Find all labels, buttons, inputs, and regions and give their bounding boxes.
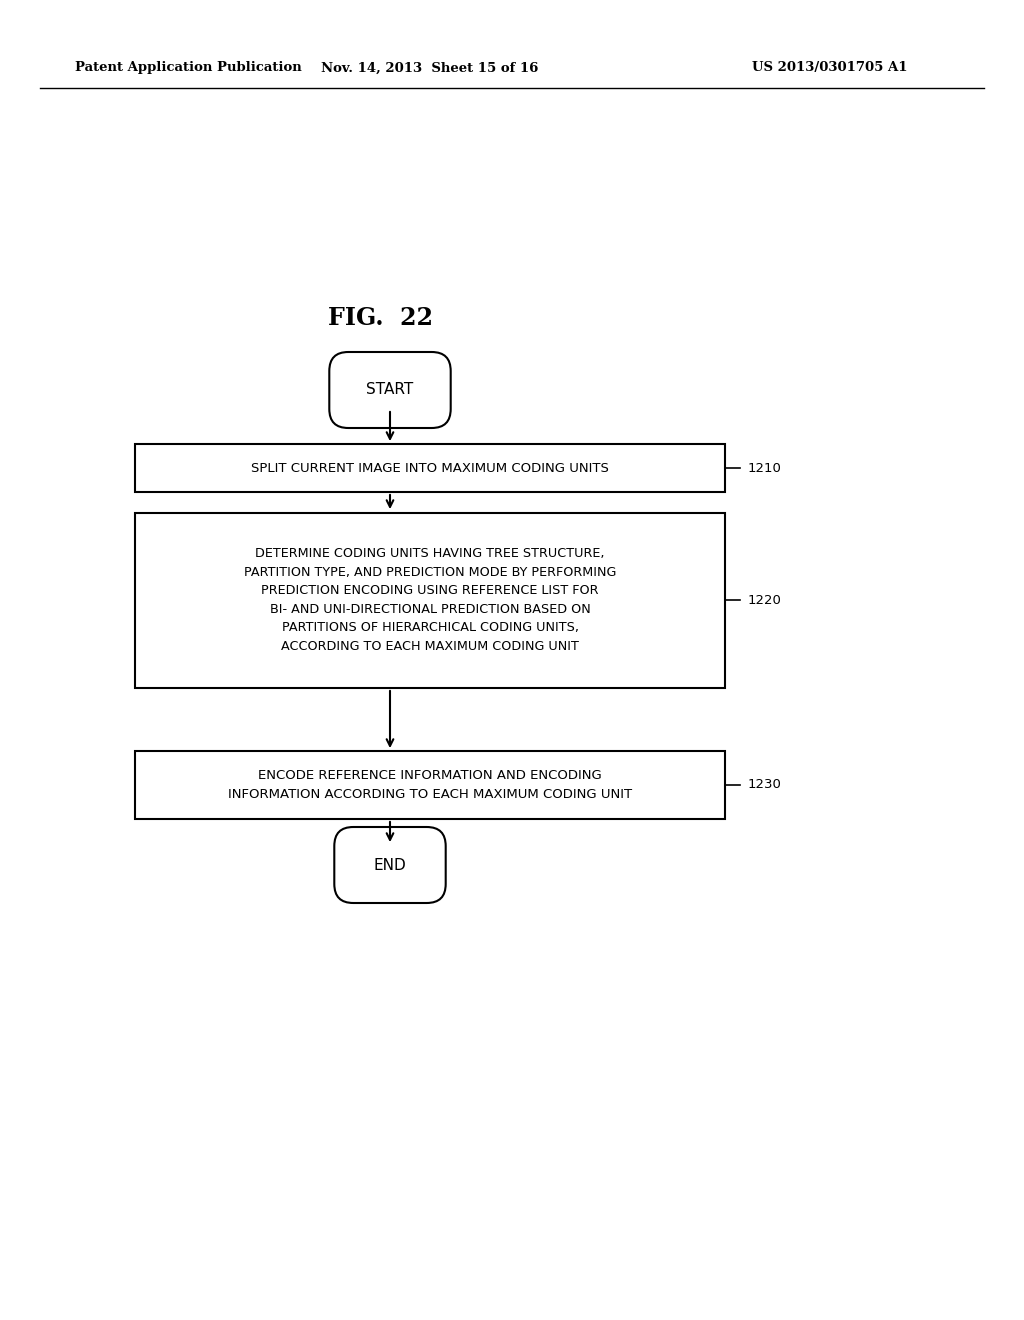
Text: ENCODE REFERENCE INFORMATION AND ENCODING
INFORMATION ACCORDING TO EACH MAXIMUM : ENCODE REFERENCE INFORMATION AND ENCODIN… [228, 770, 632, 801]
Text: END: END [374, 858, 407, 873]
Bar [135, 512, 725, 688]
Text: Patent Application Publication: Patent Application Publication [75, 62, 302, 74]
Text: 1220: 1220 [748, 594, 782, 606]
Text: US 2013/0301705 A1: US 2013/0301705 A1 [753, 62, 907, 74]
Text: 1230: 1230 [748, 779, 782, 792]
Text: START: START [367, 383, 414, 397]
Bar [135, 444, 725, 492]
Text: DETERMINE CODING UNITS HAVING TREE STRUCTURE,
PARTITION TYPE, AND PREDICTION MOD: DETERMINE CODING UNITS HAVING TREE STRUC… [244, 548, 616, 653]
Bar [135, 751, 725, 818]
Text: Nov. 14, 2013  Sheet 15 of 16: Nov. 14, 2013 Sheet 15 of 16 [322, 62, 539, 74]
FancyBboxPatch shape [330, 352, 451, 428]
Text: FIG.  22: FIG. 22 [328, 306, 432, 330]
FancyBboxPatch shape [334, 828, 445, 903]
Text: SPLIT CURRENT IMAGE INTO MAXIMUM CODING UNITS: SPLIT CURRENT IMAGE INTO MAXIMUM CODING … [251, 462, 609, 474]
Text: 1210: 1210 [748, 462, 782, 474]
